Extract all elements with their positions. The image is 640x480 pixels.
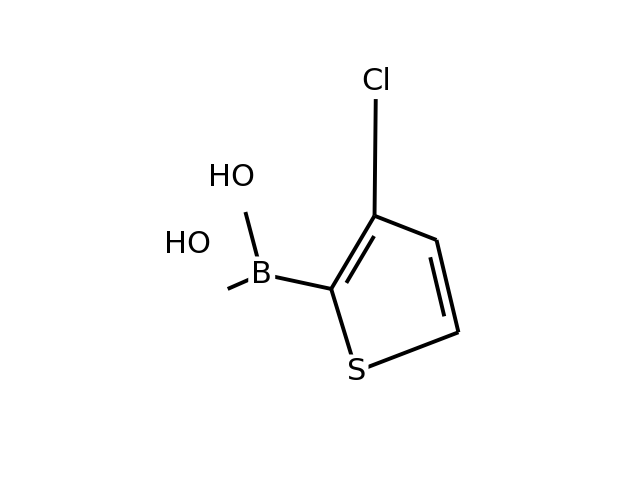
Text: Cl: Cl bbox=[361, 67, 391, 96]
Text: HO: HO bbox=[164, 230, 211, 259]
Text: B: B bbox=[252, 260, 272, 288]
Text: HO: HO bbox=[208, 163, 255, 192]
Text: S: S bbox=[347, 357, 366, 386]
